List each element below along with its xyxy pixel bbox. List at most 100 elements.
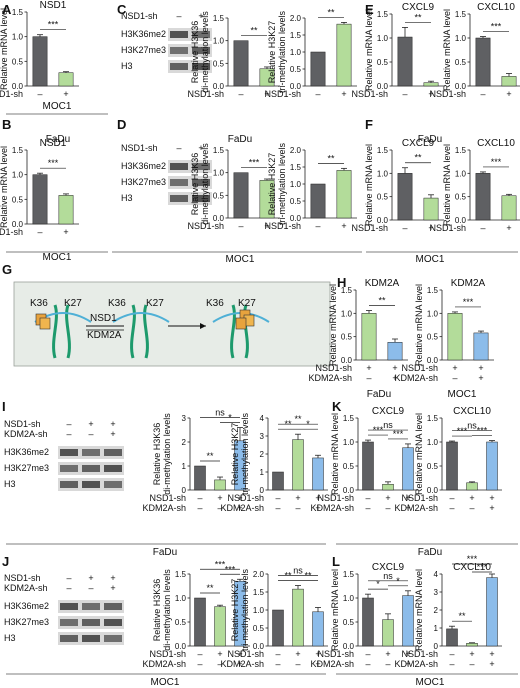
blot-band: [60, 619, 78, 626]
condition-label: KDM2A-sh: [142, 659, 186, 669]
chart-i2: 0 1 2 3 4 Relative H3K27 tri-methylation level…: [220, 412, 328, 513]
bar: [447, 313, 463, 361]
blot-sign: –: [176, 11, 181, 21]
y-axis-label: Relative mRNA level: [442, 144, 452, 226]
condition-sign: –: [197, 503, 202, 513]
condition-sign: –: [37, 89, 42, 99]
y-tick-label: 0: [434, 642, 439, 651]
condition-sign: +: [392, 373, 397, 383]
bar: [310, 51, 326, 87]
sig-label: **: [294, 414, 302, 424]
y-tick-label: 1.5: [290, 31, 302, 40]
condition-sign: –: [37, 227, 42, 237]
condition-sign: +: [295, 493, 300, 503]
y-tick-label: 0.0: [343, 486, 355, 495]
y-axis-label: Relative H3K36: [152, 579, 162, 642]
condition-sign: +: [341, 221, 346, 231]
y-tick-label: 0.0: [290, 214, 302, 223]
bar: [312, 611, 324, 647]
blot-band-label: H3K27me3: [121, 177, 166, 187]
condition-label: KDM2A-sh: [310, 659, 354, 669]
schematic-label: K36: [206, 298, 224, 309]
y-tick-label: 3: [260, 432, 265, 441]
blot-band-label: H3K27me3: [4, 617, 49, 627]
condition-sign: –: [315, 221, 320, 231]
y-tick-label: 0.5: [343, 618, 355, 627]
y-tick-label: 0.5: [427, 462, 439, 471]
bar: [475, 173, 491, 221]
y-tick-label: 0.5: [12, 57, 24, 66]
footer-label: MOC1: [416, 254, 445, 265]
y-tick-label: 0.0: [175, 642, 187, 651]
panel-letter-f: F: [365, 117, 373, 132]
y-axis-label: di-methylation levels: [200, 11, 210, 93]
condition-sign: +: [469, 493, 474, 503]
chart-title: KDM2A: [365, 278, 400, 289]
bar: [446, 441, 458, 491]
blot-band-label: H3K36me2: [121, 161, 166, 171]
condition-sign: +: [315, 493, 320, 503]
bar: [233, 172, 249, 219]
bar: [501, 195, 517, 221]
y-tick-label: 0.0: [427, 486, 439, 495]
y-tick-label: 1.0: [213, 37, 225, 46]
blot-band: [170, 31, 188, 38]
condition-sign: +: [469, 649, 474, 659]
condition-sign: +: [385, 649, 390, 659]
sig-label: ns: [467, 421, 477, 431]
condition-sign: –: [238, 89, 243, 99]
footer-label: MOC1: [226, 254, 255, 265]
condition-sign: –: [275, 493, 280, 503]
condition-sign: –: [197, 493, 202, 503]
sig-label: ***: [491, 22, 502, 32]
bar: [446, 628, 458, 647]
condition-sign: +: [315, 659, 320, 669]
blot-sign: +: [88, 573, 93, 583]
condition-label: NSD1-sh: [351, 89, 388, 99]
y-tick-label: 1.0: [377, 34, 389, 43]
y-axis-label: di-methylation levels: [162, 569, 172, 651]
blot-sign: +: [110, 573, 115, 583]
sig-label: ***: [477, 562, 488, 572]
condition-label: NSD1-sh: [264, 221, 301, 231]
y-tick-label: 1.0: [213, 169, 225, 178]
condition-sign: +: [315, 649, 320, 659]
y-axis-label: Relative H3K27: [230, 579, 240, 642]
chart-title: CXCL10: [453, 406, 491, 417]
blot-band-label: H3: [121, 193, 133, 203]
y-axis-label: Relative mRNA level: [328, 284, 338, 366]
bar: [233, 40, 249, 87]
chart-j1: 0.0 0.5 1.0 1.5 Relative H3K36 di-methylation…: [142, 559, 250, 669]
y-tick-label: 1.5: [341, 286, 353, 295]
condition-sign: +: [366, 363, 371, 373]
sig-label: ns: [215, 408, 225, 418]
footer-label: FaDu: [367, 389, 391, 400]
condition-label: NSD1-sh: [429, 223, 466, 233]
schematic-label: K27: [238, 298, 256, 309]
y-axis-label: tri-methylation levels: [277, 10, 287, 93]
footer-label: MOC1: [448, 389, 477, 400]
condition-label: NSD1-sh: [187, 89, 224, 99]
condition-sign: –: [469, 659, 474, 669]
condition-sign: +: [478, 363, 483, 373]
condition-label: NSD1-sh: [315, 363, 352, 373]
condition-label: NSD1-sh: [401, 363, 438, 373]
y-axis-label: Relative H3K27: [267, 21, 277, 84]
blot-band: [104, 619, 122, 626]
y-tick-label: 4: [434, 570, 439, 579]
condition-sign: –: [315, 89, 320, 99]
y-tick-label: 0.0: [290, 82, 302, 91]
condition-label: NSD1-sh: [0, 227, 23, 237]
sig-label: ***: [491, 157, 502, 167]
footer-label-top: FaDu: [418, 134, 442, 145]
sig-label: **: [378, 296, 386, 306]
y-tick-label: 0: [182, 486, 187, 495]
schematic-label: K27: [146, 298, 164, 309]
y-tick-label: 1.5: [377, 146, 389, 155]
condition-sign: +: [405, 493, 410, 503]
condition-sign: –: [275, 503, 280, 513]
